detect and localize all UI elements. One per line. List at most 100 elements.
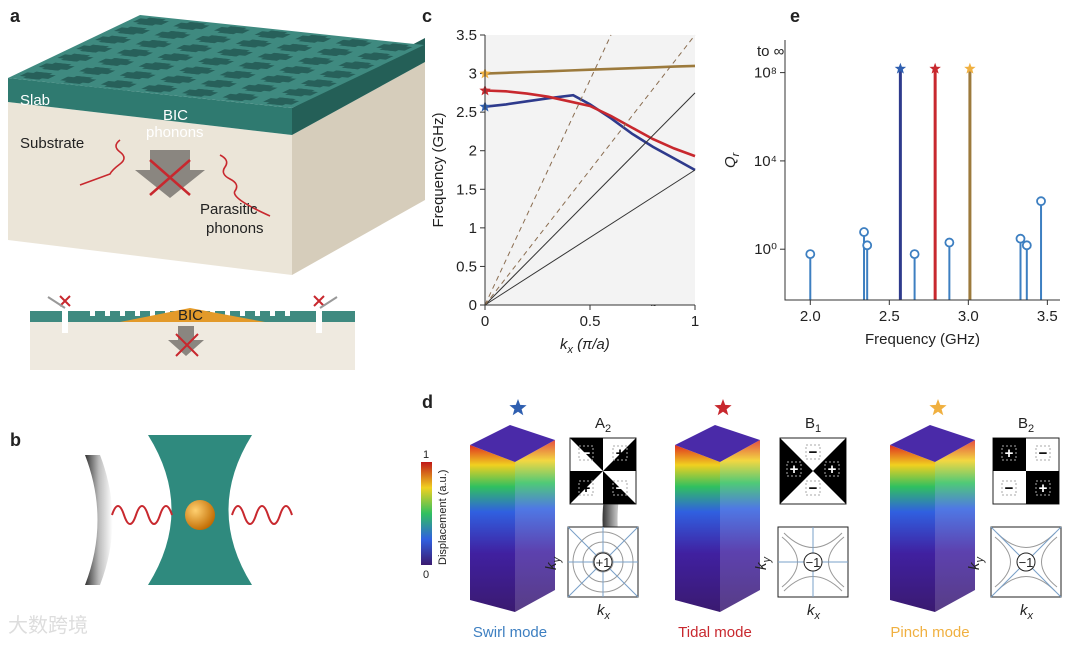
stem-marker — [805, 249, 816, 260]
stem-marker — [862, 240, 873, 251]
y-tick-label: 10⁴ — [754, 153, 777, 170]
charge: −1 — [1019, 555, 1034, 570]
sign-box — [612, 480, 628, 496]
panel-label: d — [422, 392, 433, 412]
y-tick-label: 0 — [469, 297, 477, 314]
sign-box — [1001, 445, 1017, 461]
label: Substrate — [20, 135, 84, 152]
mode-block — [515, 440, 555, 612]
panel-label: a — [10, 6, 21, 26]
mode-block — [935, 440, 975, 612]
axes — [484, 35, 695, 306]
sign: + — [616, 445, 625, 462]
field-line — [994, 532, 1058, 592]
cross — [59, 295, 325, 357]
sign: − — [616, 480, 625, 497]
charge: +1 — [596, 555, 611, 570]
label-part: 2 — [1028, 423, 1034, 435]
y-tick-label: 1 — [469, 220, 477, 237]
sign-box — [612, 445, 628, 461]
mode-name: Tidal mode — [678, 624, 752, 641]
substrate — [292, 62, 425, 275]
stem-marker — [944, 237, 955, 248]
irrep: B2 — [1018, 415, 1034, 435]
y-tick-label: 2 — [469, 143, 477, 160]
axes — [784, 40, 1060, 301]
stem-marker — [1036, 196, 1046, 207]
series-line — [484, 93, 696, 172]
sign-box — [1035, 480, 1051, 496]
sign: + — [828, 461, 837, 478]
label: BIC — [178, 307, 203, 324]
star-marker — [894, 62, 907, 74]
slab — [8, 78, 292, 135]
mode-block — [470, 445, 515, 612]
mirror — [85, 455, 113, 585]
axis-label: kx — [597, 602, 611, 622]
sign: − — [1039, 445, 1048, 462]
panel-a: Slab BIC phonons Substrate Parasitic pho… — [8, 15, 425, 370]
y-tick-label: 3 — [469, 66, 477, 83]
axis-label: kx — [1020, 602, 1034, 622]
mode-block — [470, 425, 555, 462]
label-part: x — [814, 610, 821, 622]
irrep: B1 — [805, 415, 821, 435]
label-part: x — [604, 610, 611, 622]
bic-mode — [120, 308, 265, 322]
series-line — [484, 64, 696, 75]
label-part: y — [761, 556, 773, 564]
y-tick-label: 10⁸ — [754, 65, 777, 82]
slab — [292, 38, 425, 135]
label: phonons — [146, 124, 204, 141]
sign: + — [790, 461, 799, 478]
series-line — [484, 34, 696, 306]
arrow — [47, 296, 338, 309]
panel-label: e — [790, 6, 800, 26]
label-part: k — [1020, 602, 1029, 619]
label-part: x — [567, 344, 574, 356]
series-line — [484, 169, 696, 306]
panel-label: c — [422, 6, 432, 26]
series-line — [484, 92, 696, 306]
axis-label: kx — [807, 602, 821, 622]
label-part: k — [807, 602, 816, 619]
label-part: (π/a) — [573, 336, 610, 353]
watermark: 大数跨境 — [8, 614, 88, 637]
colorbar-label: 1 — [423, 449, 429, 461]
annotation: to ∞ — [757, 43, 785, 60]
star-marker — [929, 62, 941, 74]
stem-marker — [1021, 240, 1032, 251]
cross — [149, 159, 191, 196]
colorbar-title: Displacement (a.u.) — [437, 470, 449, 565]
wave — [79, 139, 125, 186]
slab-top — [8, 15, 425, 109]
stem-marker — [1015, 233, 1026, 244]
sign-box — [786, 461, 802, 477]
axis-label: kx (π/a) — [560, 336, 610, 356]
sign: + — [1005, 445, 1014, 462]
stem-marker — [859, 227, 869, 237]
x-tick-label: 0 — [481, 313, 489, 330]
label-part: x — [1027, 610, 1034, 622]
mode-block — [675, 425, 760, 462]
star-marker — [964, 62, 976, 74]
wave — [231, 505, 293, 525]
charge-circle — [803, 552, 823, 572]
label-part: k — [966, 561, 983, 570]
y-tick-label: 3.5 — [456, 27, 477, 44]
axis-label: Qr — [722, 151, 742, 168]
label-part: k — [543, 561, 560, 570]
label-part: B — [1018, 415, 1028, 432]
label-part: r — [730, 151, 742, 156]
sign: − — [1005, 480, 1014, 497]
sign-box — [1001, 480, 1017, 496]
x-tick-label: 3.0 — [958, 308, 979, 325]
label-part: A — [595, 415, 605, 432]
sign: + — [582, 480, 591, 497]
y-tick-label: 0.5 — [456, 258, 477, 275]
label: BIC — [163, 107, 188, 124]
mode-block — [720, 440, 760, 612]
sign-box — [824, 461, 840, 477]
sign: − — [809, 480, 818, 497]
